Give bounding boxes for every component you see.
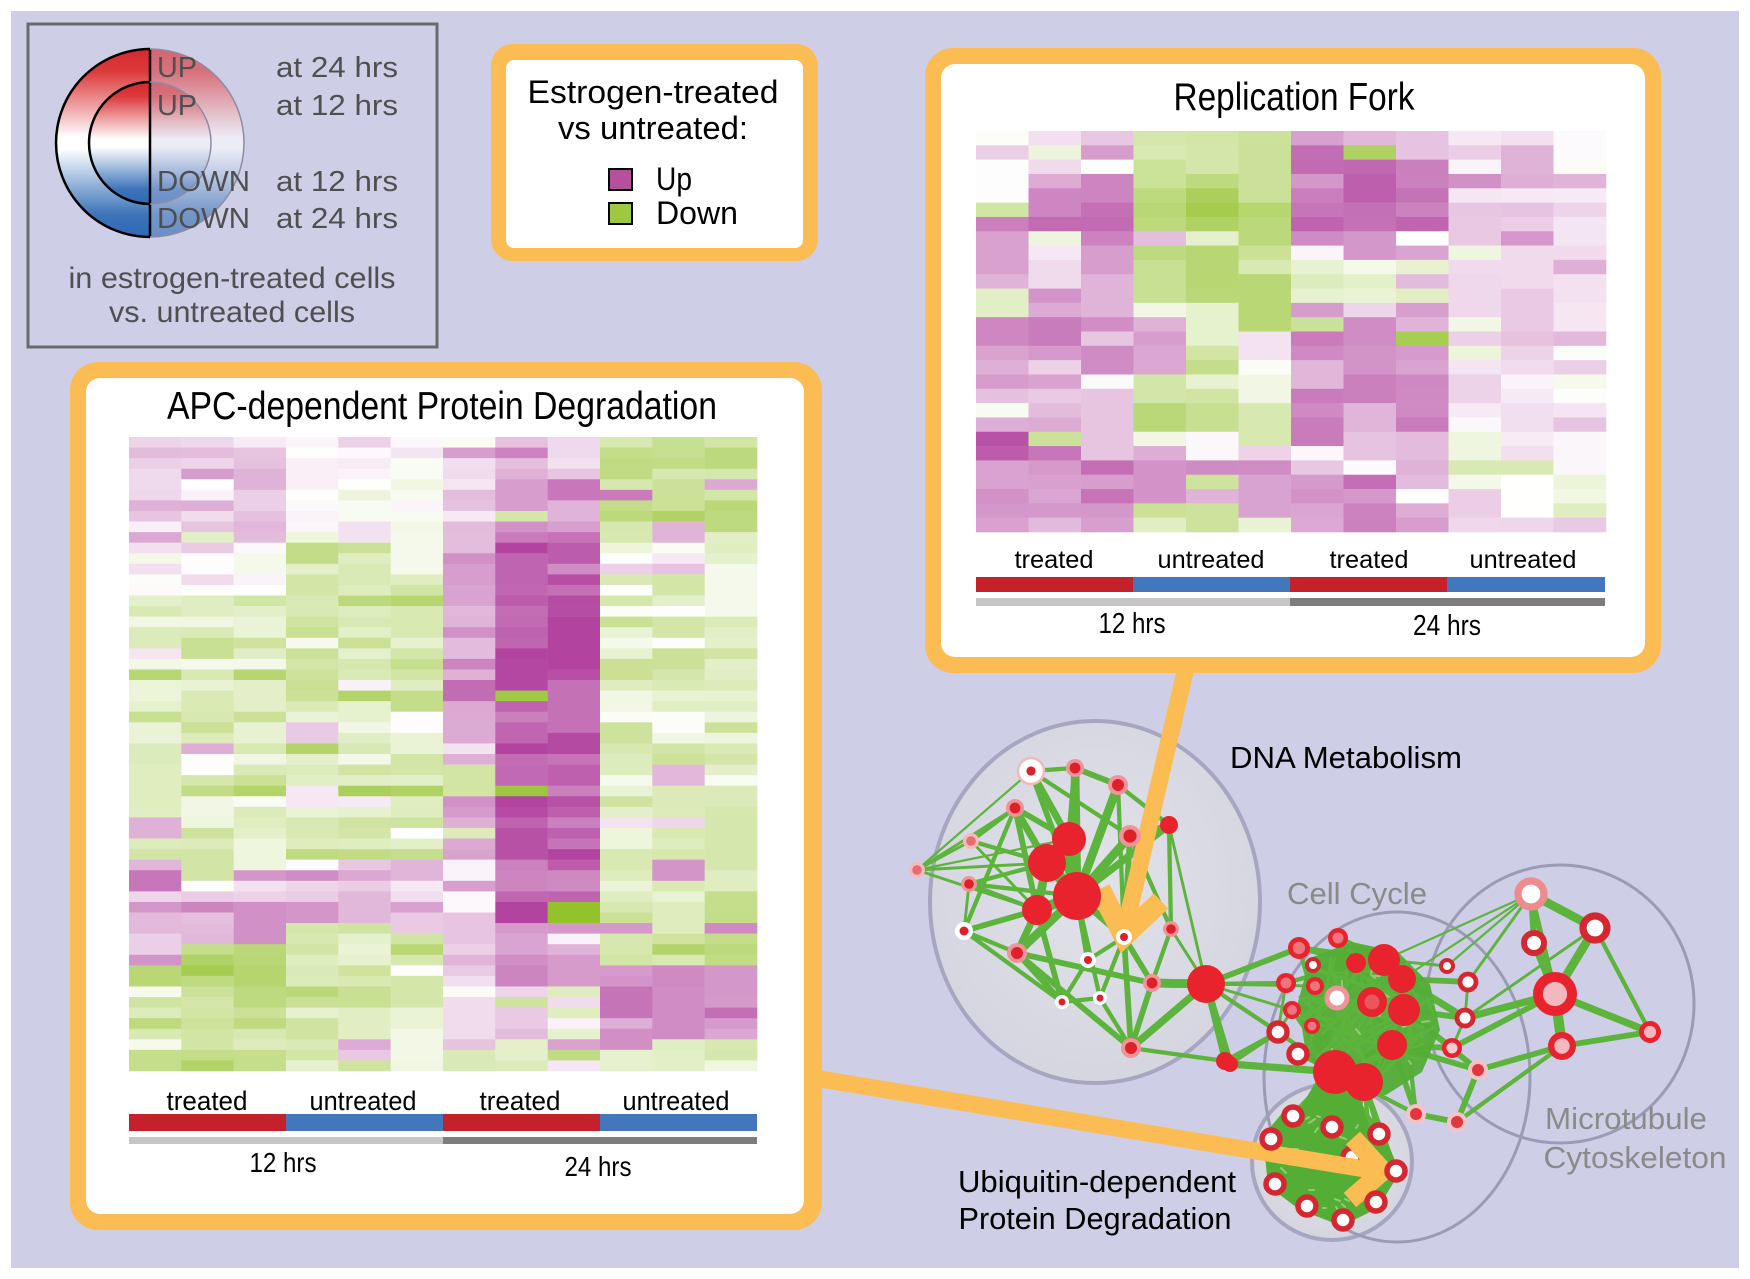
svg-text:untreated: untreated <box>623 1086 730 1116</box>
svg-text:UP: UP <box>157 90 197 122</box>
svg-text:Up: Up <box>656 161 692 197</box>
svg-text:Microtubule: Microtubule <box>1545 1101 1707 1136</box>
svg-text:treated: treated <box>480 1086 561 1116</box>
svg-text:untreated: untreated <box>1158 546 1265 574</box>
svg-text:12 hrs: 12 hrs <box>250 1147 317 1178</box>
svg-text:24 hrs: 24 hrs <box>565 1151 632 1182</box>
svg-text:Protein Degradation: Protein Degradation <box>959 1201 1232 1236</box>
svg-text:vs untreated:: vs untreated: <box>558 110 748 146</box>
svg-text:in estrogen-treated cells: in estrogen-treated cells <box>69 262 396 295</box>
svg-text:Cell Cycle: Cell Cycle <box>1287 876 1427 911</box>
svg-text:DNA Metabolism: DNA Metabolism <box>1230 740 1462 775</box>
svg-text:treated: treated <box>1015 546 1094 574</box>
svg-text:24 hrs: 24 hrs <box>1413 610 1481 642</box>
svg-text:at 12 hrs: at 12 hrs <box>276 90 398 122</box>
svg-text:Down: Down <box>656 195 738 231</box>
svg-text:at 24 hrs: at 24 hrs <box>276 52 398 84</box>
svg-text:Ubiquitin-dependent: Ubiquitin-dependent <box>958 1164 1236 1199</box>
svg-text:APC-dependent Protein Degradat: APC-dependent Protein Degradation <box>167 385 717 428</box>
svg-text:treated: treated <box>1330 546 1409 574</box>
svg-text:vs. untreated cells: vs. untreated cells <box>109 296 355 329</box>
svg-text:UP: UP <box>157 52 197 84</box>
svg-text:at 24 hrs: at 24 hrs <box>276 203 398 235</box>
svg-text:12 hrs: 12 hrs <box>1099 608 1166 640</box>
svg-text:untreated: untreated <box>310 1086 417 1116</box>
svg-text:Estrogen-treated: Estrogen-treated <box>528 74 779 110</box>
svg-text:DOWN: DOWN <box>157 203 250 235</box>
svg-text:Cytoskeleton: Cytoskeleton <box>1544 1140 1727 1175</box>
svg-text:DOWN: DOWN <box>157 166 250 198</box>
svg-text:untreated: untreated <box>1470 546 1577 574</box>
svg-text:at 12 hrs: at 12 hrs <box>276 166 398 198</box>
svg-text:Replication Fork: Replication Fork <box>1174 76 1415 119</box>
svg-text:treated: treated <box>167 1086 248 1116</box>
